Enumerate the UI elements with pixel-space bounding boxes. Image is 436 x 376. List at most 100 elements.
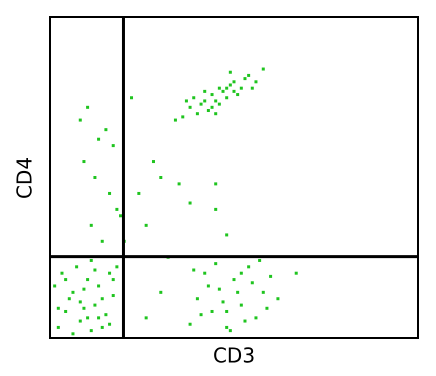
dot [214,99,218,103]
dot [217,287,221,291]
dot [247,73,251,77]
dot [108,322,112,326]
dot [269,274,273,278]
dot [97,137,101,141]
dot [225,309,229,313]
dot [210,105,214,109]
dot [89,223,93,227]
dot [100,325,104,329]
dot [119,214,123,218]
dot [192,96,196,100]
dot [225,86,229,90]
dot [78,319,82,323]
dot [225,325,229,329]
dot [108,191,112,195]
dot [137,191,141,195]
dot [250,86,254,90]
dot [64,278,68,282]
dot [232,278,236,282]
dot [203,271,207,275]
dot [232,89,236,93]
dot [228,70,232,74]
y-axis-label: CD4 [13,157,37,199]
dot [239,303,243,307]
dot [258,258,262,262]
dot [195,112,199,116]
dot [93,303,97,307]
dot [199,313,203,317]
dot [188,105,192,109]
dot [294,271,298,275]
dot [199,102,203,106]
dot [239,86,243,90]
dot [221,300,225,304]
dot [104,128,108,132]
dot [228,329,232,333]
dot [188,201,192,205]
dot [228,83,232,87]
dot [78,118,82,122]
dot [89,329,93,333]
dot [67,297,71,301]
dot [210,93,214,97]
x-axis-label: CD3 [213,344,255,368]
dot [82,160,86,164]
dot [86,278,90,282]
dot [214,207,218,211]
dot [173,118,177,122]
dot [64,309,68,313]
dot [71,332,75,336]
dot [115,265,119,269]
dot [89,258,93,262]
dot [56,306,60,310]
dot [217,86,221,90]
dot [53,284,57,288]
dot [236,290,240,294]
dot [60,271,64,275]
dot [276,297,280,301]
dot [100,239,104,243]
dot [97,284,101,288]
dot [250,281,254,285]
dot [221,89,225,93]
dot [195,297,199,301]
dot [130,96,134,100]
dot [192,268,196,272]
dot [254,316,258,320]
dot [104,313,108,317]
dot [232,80,236,84]
dot [214,182,218,186]
dot [214,262,218,266]
dot [78,300,82,304]
dot [159,176,163,179]
dot [108,271,112,275]
dot [261,290,265,294]
dot [177,182,181,186]
dot [111,144,115,148]
dot [86,316,90,320]
dot [56,325,60,329]
dot [239,271,243,275]
dot [82,287,86,291]
dot [184,99,188,103]
dot [100,297,104,301]
dot [93,176,97,179]
dot [71,290,75,294]
dot [247,265,251,269]
plot-frame [49,16,419,339]
dot [188,322,192,326]
dot [151,160,155,164]
dot [254,80,258,84]
dot [243,77,247,81]
dot [236,93,240,97]
dot [210,309,214,313]
dot [115,207,119,211]
dot [181,115,185,119]
dot [225,233,229,237]
dot [243,319,247,323]
dot [144,316,148,320]
dot [214,112,218,116]
dot [225,96,229,100]
dot [265,306,269,310]
